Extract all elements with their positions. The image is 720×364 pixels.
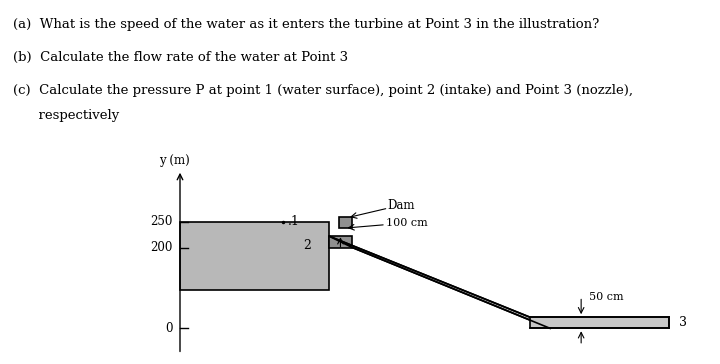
Text: (b)  Calculate the flow rate of the water at Point 3: (b) Calculate the flow rate of the water… (13, 51, 348, 64)
Text: 200: 200 (150, 241, 172, 254)
Bar (329, 236, 352, 248)
Text: Dam: Dam (387, 199, 415, 212)
Bar (530, 317, 669, 328)
Bar (339, 217, 352, 228)
Bar (180, 222, 329, 290)
Text: respectively: respectively (13, 109, 120, 122)
Text: .1: .1 (288, 215, 300, 228)
Text: 100 cm: 100 cm (386, 218, 428, 228)
Text: 50 cm: 50 cm (589, 292, 624, 302)
Text: 0: 0 (165, 322, 172, 335)
Polygon shape (530, 317, 550, 328)
Text: 250: 250 (150, 215, 172, 228)
Text: 2: 2 (303, 240, 311, 252)
Text: y (m): y (m) (160, 154, 190, 167)
Text: (c)  Calculate the pressure P at point 1 (water surface), point 2 (intake) and P: (c) Calculate the pressure P at point 1 … (13, 84, 633, 97)
Text: 3: 3 (679, 316, 687, 329)
Polygon shape (329, 236, 550, 328)
Text: (a)  What is the speed of the water as it enters the turbine at Point 3 in the i: (a) What is the speed of the water as it… (13, 18, 599, 31)
